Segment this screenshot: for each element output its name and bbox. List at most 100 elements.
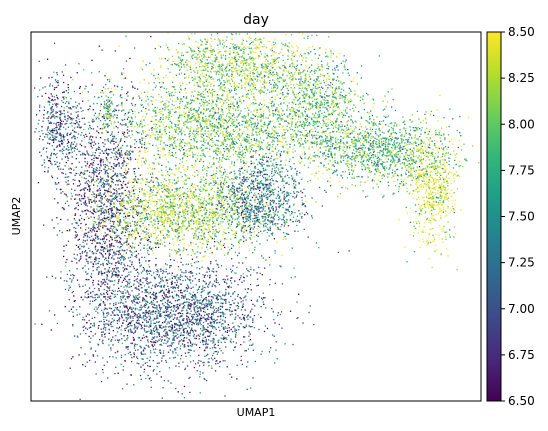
scatter-point bbox=[247, 318, 249, 320]
scatter-point bbox=[134, 173, 136, 175]
scatter-point bbox=[236, 378, 238, 380]
scatter-point bbox=[158, 334, 160, 336]
scatter-point bbox=[112, 175, 114, 177]
scatter-point bbox=[50, 99, 53, 101]
scatter-point bbox=[156, 314, 158, 316]
scatter-point bbox=[104, 104, 106, 106]
scatter-point bbox=[115, 262, 117, 264]
scatter-point bbox=[49, 132, 51, 135]
scatter-point bbox=[203, 317, 205, 319]
scatter-point bbox=[183, 297, 185, 299]
scatter-point bbox=[216, 297, 218, 299]
scatter-point bbox=[100, 328, 102, 330]
scatter-point bbox=[141, 287, 143, 289]
scatter-point bbox=[114, 294, 116, 296]
scatter-point bbox=[116, 173, 119, 175]
scatter-point bbox=[217, 351, 219, 353]
scatter-point bbox=[202, 280, 204, 282]
scatter-point bbox=[251, 308, 253, 310]
scatter-point bbox=[133, 195, 135, 198]
scatter-point bbox=[115, 303, 117, 306]
scatter-point bbox=[193, 299, 196, 301]
scatter-point bbox=[227, 206, 229, 208]
scatter-point bbox=[249, 344, 251, 346]
scatter-point bbox=[126, 313, 129, 315]
scatter-point bbox=[199, 314, 201, 316]
scatter-point bbox=[144, 208, 146, 210]
scatter-point bbox=[144, 330, 146, 332]
scatter-point bbox=[98, 296, 100, 299]
scatter-point bbox=[188, 196, 191, 198]
scatter-point bbox=[244, 296, 246, 298]
scatter-point bbox=[215, 274, 217, 277]
scatter-point bbox=[100, 249, 102, 251]
scatter-point bbox=[119, 173, 121, 175]
scatter-point bbox=[74, 174, 76, 176]
scatter-point bbox=[249, 333, 251, 335]
scatter-point bbox=[96, 126, 99, 128]
scatter-point bbox=[77, 202, 79, 204]
scatter-point bbox=[238, 329, 240, 331]
scatter-point bbox=[77, 123, 79, 125]
scatter-point bbox=[105, 157, 108, 159]
scatter-point bbox=[177, 312, 179, 315]
scatter-point bbox=[143, 368, 146, 371]
scatter-point bbox=[195, 321, 197, 323]
scatter-point bbox=[208, 194, 210, 196]
scatter-point bbox=[155, 194, 157, 196]
scatter-point bbox=[226, 275, 228, 277]
scatter-point bbox=[58, 144, 61, 146]
scatter-point bbox=[75, 231, 77, 234]
scatter-point bbox=[195, 344, 198, 346]
scatter-point bbox=[98, 172, 101, 174]
scatter-point bbox=[274, 362, 276, 364]
scatter-point bbox=[56, 156, 58, 159]
scatter-point bbox=[194, 162, 196, 164]
scatter-point bbox=[75, 107, 77, 109]
scatter-point bbox=[123, 263, 125, 265]
scatter-point bbox=[95, 200, 97, 202]
scatter-point bbox=[166, 341, 169, 343]
scatter-point bbox=[84, 201, 86, 204]
scatter-point bbox=[48, 116, 50, 118]
scatter-point bbox=[59, 140, 61, 143]
scatter-point bbox=[111, 213, 113, 215]
scatter-point bbox=[126, 99, 128, 101]
scatter-point bbox=[138, 167, 140, 169]
scatter-point bbox=[48, 77, 50, 79]
scatter-point bbox=[182, 303, 184, 305]
scatter-point bbox=[110, 179, 113, 181]
scatter-point bbox=[159, 326, 161, 329]
scatter-point bbox=[181, 327, 183, 329]
scatter-point bbox=[234, 218, 236, 220]
scatter-point bbox=[146, 181, 148, 183]
scatter-point bbox=[220, 337, 222, 339]
scatter-point bbox=[176, 337, 178, 339]
scatter-point bbox=[194, 293, 196, 296]
scatter-point bbox=[101, 218, 104, 220]
scatter-point bbox=[140, 284, 142, 286]
scatter-point bbox=[195, 273, 198, 275]
scatter-point bbox=[95, 233, 97, 235]
scatter-point bbox=[241, 363, 243, 365]
scatter-point bbox=[98, 289, 100, 292]
scatter-point bbox=[78, 63, 80, 65]
scatter-point bbox=[55, 136, 57, 138]
scatter-point bbox=[164, 198, 166, 200]
scatter-point bbox=[112, 193, 114, 195]
scatter-point bbox=[141, 358, 143, 360]
scatter-point bbox=[258, 313, 260, 316]
scatter-point bbox=[94, 198, 96, 200]
scatter-point bbox=[200, 323, 202, 326]
scatter-point bbox=[125, 60, 128, 62]
scatter-point bbox=[200, 178, 202, 180]
scatter-point bbox=[290, 276, 292, 279]
scatter-point bbox=[217, 282, 219, 284]
scatter-point bbox=[153, 297, 155, 300]
scatter-point bbox=[120, 296, 122, 298]
scatter-point bbox=[86, 239, 88, 241]
scatter-point bbox=[220, 265, 223, 267]
scatter-point bbox=[134, 349, 137, 351]
scatter-point bbox=[221, 334, 224, 336]
scatter-point bbox=[125, 301, 127, 303]
